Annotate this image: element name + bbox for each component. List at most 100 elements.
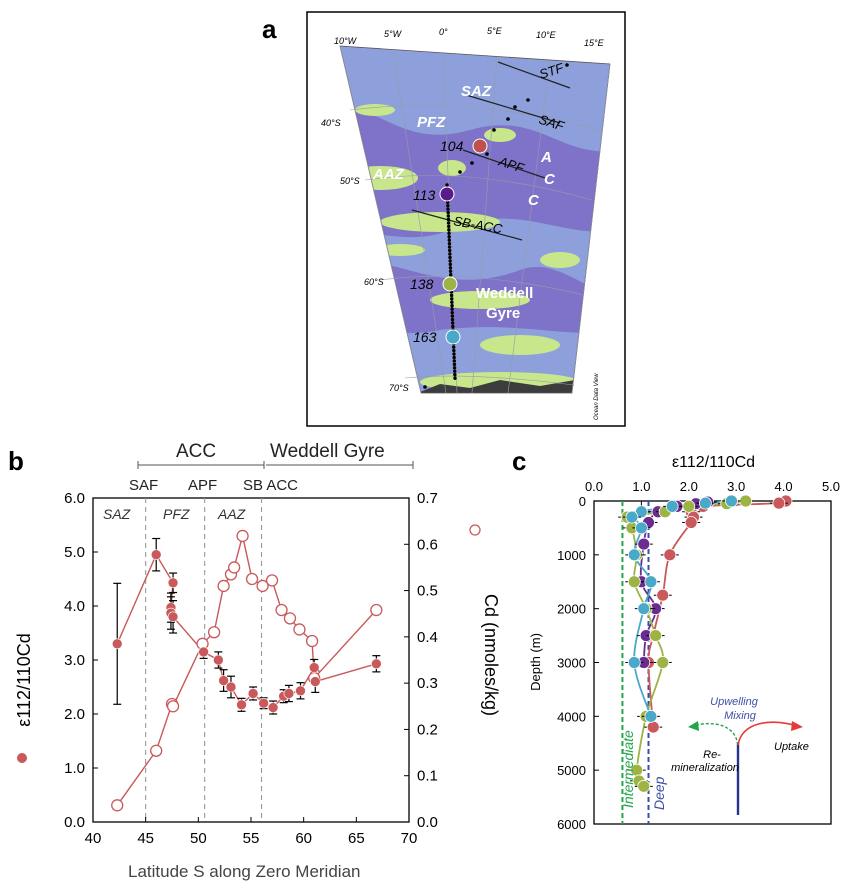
station-138-marker — [442, 276, 458, 292]
lat-label: 40°S — [321, 118, 341, 128]
remineralization-arrowhead — [688, 721, 699, 731]
front-label-apf: APF — [188, 477, 217, 494]
track-station-dot — [446, 214, 450, 218]
acc-letter: C — [528, 192, 540, 209]
profile-point-station-163 — [637, 602, 651, 616]
track-station-dot — [450, 310, 454, 315]
x-tick-label: 4.0 — [775, 479, 793, 494]
lon-label: 10°E — [536, 30, 557, 40]
remineralization-arrow — [691, 722, 739, 746]
cd-point — [150, 744, 163, 757]
x-tick-label: 5.0 — [822, 479, 840, 494]
profile-point-station-113 — [637, 537, 651, 551]
uptake-arrowhead — [791, 721, 803, 731]
y-tick-label: 1000 — [557, 548, 586, 563]
track-station-dot — [446, 221, 451, 225]
eps-point — [283, 688, 295, 699]
eps-point — [218, 675, 229, 686]
station-113-marker — [439, 186, 455, 202]
plot-b-axis-ticks: 0.0 1.0 2.0 3.0 4.0 5.0 6.0 0.0 0.1 0.2 0.3 0.4 0.5 0… — [64, 490, 438, 847]
x-tick-label: 65 — [348, 830, 365, 847]
zone-label-saz: SAZ — [103, 506, 131, 522]
region-brackets — [137, 461, 414, 469]
left-tick-label: 6.0 — [64, 490, 85, 507]
track-station-dot — [450, 314, 455, 318]
map-deep-basin — [340, 108, 610, 240]
profile-line-station-104 — [647, 500, 789, 728]
track-station-dot — [449, 273, 453, 277]
cd-point — [166, 700, 180, 713]
right-tick-label: 0.7 — [417, 490, 438, 507]
track-station-dot — [448, 259, 452, 263]
cd-point — [207, 626, 221, 639]
track-station-dot — [453, 369, 457, 373]
track-station-dot — [565, 63, 569, 67]
track-station-dot — [449, 293, 454, 298]
track-station-dot — [458, 170, 462, 174]
eps-point — [295, 685, 306, 697]
cd-point — [293, 623, 306, 636]
track-station-dot — [452, 348, 456, 353]
track-station-dot — [446, 204, 450, 208]
plot-b-data-points — [111, 529, 383, 812]
station-113-label: 113 — [413, 187, 436, 203]
front-label-sb-acc: SB ACC — [243, 477, 298, 494]
track-station-dot — [452, 345, 456, 349]
track-station-dot — [448, 248, 452, 253]
track-station-dot — [526, 98, 530, 102]
eps-point — [371, 658, 382, 670]
zone-label-aaz: AAZ — [217, 506, 246, 522]
track-station-dot — [506, 117, 510, 121]
x-tick-label: 0.0 — [585, 479, 603, 494]
track-station-dot — [448, 269, 453, 273]
eps-point — [258, 697, 269, 709]
track-station-dot — [452, 355, 456, 360]
track-station-dot — [450, 317, 455, 322]
cd-point — [256, 579, 269, 593]
track-station-dot — [448, 266, 453, 270]
map-antarctica-land — [415, 380, 580, 393]
profile-point-station-163 — [627, 656, 641, 669]
eps-point — [308, 662, 320, 673]
track-station-dot — [450, 304, 454, 308]
cd-point — [245, 572, 259, 586]
station-104-marker — [472, 138, 488, 154]
right-tick-label: 0.2 — [417, 721, 438, 738]
panel-label-c: c — [512, 446, 526, 476]
track-station-dot — [447, 224, 451, 229]
profile-point-station-138 — [627, 575, 641, 589]
plot-c-data-points — [618, 494, 795, 793]
eps-point — [213, 654, 224, 666]
x-tick-label: 70 — [401, 830, 418, 847]
track-station-dot — [447, 241, 452, 246]
profile-point-station-138 — [656, 656, 670, 669]
profile-point-station-138 — [637, 779, 651, 793]
profile-point-station-104 — [656, 588, 670, 602]
lat-label: 60°S — [364, 277, 384, 287]
right-tick-label: 0.3 — [417, 675, 438, 692]
cd-point — [217, 579, 230, 593]
profile-point-station-163 — [698, 496, 712, 510]
profile-point-station-163 — [635, 521, 648, 535]
legend-upwelling: Upwelling — [710, 696, 759, 708]
intermediate-label: Intermediate — [620, 730, 636, 808]
left-tick-label: 2.0 — [64, 706, 85, 723]
legend-uptake: Uptake — [774, 741, 809, 753]
cd-point — [236, 529, 249, 543]
lon-label: 10°W — [334, 36, 358, 46]
eps-point — [167, 611, 179, 623]
track-station-dot — [447, 238, 451, 242]
header-weddell-gyre: Weddell Gyre — [270, 441, 385, 462]
x-tick-label: 45 — [137, 830, 154, 847]
track-station-dot — [447, 228, 451, 232]
x-tick-label: 3.0 — [727, 479, 745, 494]
map-longitude-labels: 10°W 5°W 0° 5°E 10°E 15°E — [334, 26, 605, 48]
zone-label-pfz: PFZ — [163, 506, 190, 522]
track-station-dot — [448, 255, 452, 260]
legend-mixing: Mixing — [724, 710, 757, 722]
zone-label-pfz: PFZ — [417, 114, 446, 131]
plot-b-right-axis-label-group: Cd (nmoles/kg) — [481, 594, 501, 716]
track-station-dot — [448, 252, 452, 256]
cd-point — [283, 612, 297, 625]
